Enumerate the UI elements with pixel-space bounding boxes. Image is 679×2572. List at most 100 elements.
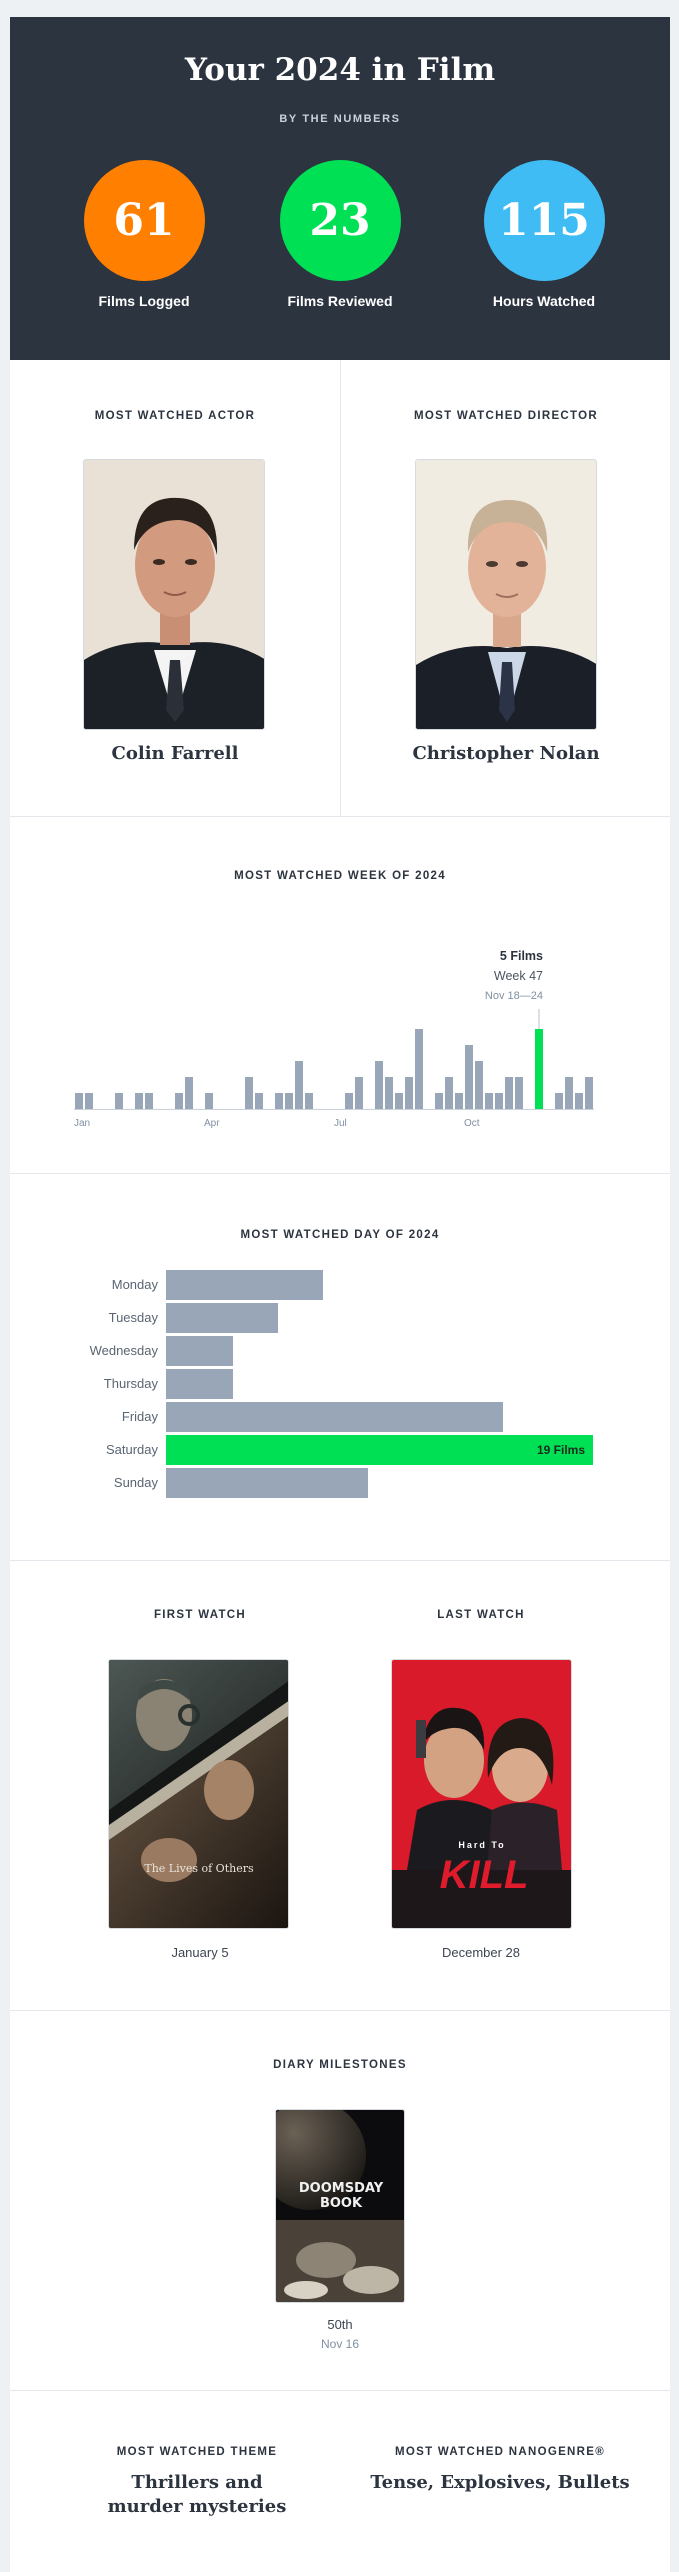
stat-films-reviewed: 23 Films Reviewed <box>260 160 420 309</box>
week-bar[interactable] <box>515 1077 523 1109</box>
hours-watched-label: Hours Watched <box>492 293 596 309</box>
first-watch: FIRST WATCH <box>35 1561 365 2011</box>
day-bar[interactable] <box>166 1369 234 1399</box>
week-bar[interactable] <box>405 1077 413 1109</box>
week-bar[interactable] <box>175 1093 183 1109</box>
week-bar[interactable] <box>285 1093 293 1109</box>
week-bar[interactable] <box>475 1061 483 1109</box>
day-bar[interactable] <box>166 1336 234 1366</box>
hero-section: Your 2024 in Film BY THE NUMBERS 61 Film… <box>10 17 670 360</box>
tooltip-week: Week 47 <box>494 969 543 983</box>
year-in-review-page: Your 2024 in Film BY THE NUMBERS 61 Film… <box>10 17 670 2572</box>
week-bar[interactable] <box>575 1093 583 1109</box>
stat-films-logged: 61 Films Logged <box>64 160 224 309</box>
most-watched-actor: MOST WATCHED ACTOR Colin Farrell <box>10 360 340 816</box>
milestone-poster[interactable]: DOOMSDAY BOOK <box>275 2109 405 2303</box>
first-watch-poster[interactable]: The Lives of Others <box>108 1659 289 1929</box>
actor-heading: MOST WATCHED ACTOR <box>94 410 256 422</box>
week-bar[interactable] <box>135 1093 143 1109</box>
day-bar-value: 19 Films <box>536 1443 585 1457</box>
week-bar[interactable] <box>585 1077 593 1109</box>
week-bar[interactable] <box>145 1093 153 1109</box>
last-watch-heading: LAST WATCH <box>437 1609 525 1621</box>
last-watch: LAST WATCH Hard To KILL December 28 <box>316 1561 646 2011</box>
week-bar[interactable] <box>355 1077 363 1109</box>
week-bar[interactable] <box>415 1029 423 1109</box>
week-bar[interactable] <box>255 1093 263 1109</box>
week-bar[interactable] <box>555 1093 563 1109</box>
day-label: Sunday <box>113 1475 158 1490</box>
column-divider <box>340 360 341 816</box>
director-photo[interactable] <box>415 459 597 730</box>
last-watch-poster[interactable]: Hard To KILL <box>391 1659 572 1929</box>
week-bar[interactable] <box>275 1093 283 1109</box>
actor-name[interactable]: Colin Farrell <box>111 743 239 764</box>
theme-value[interactable]: Thrillers and murder mysteries <box>32 2471 362 2519</box>
milestones-heading: DIARY MILESTONES <box>273 2059 407 2071</box>
week-bar[interactable] <box>505 1077 513 1109</box>
films-logged-label: Films Logged <box>98 293 190 309</box>
hard-to-kill-title-top: Hard To <box>458 1840 505 1850</box>
films-reviewed-label: Films Reviewed <box>287 293 393 309</box>
week-bar[interactable] <box>465 1045 473 1109</box>
diary-milestones-section: DIARY MILESTONES DOOMSDAY BOOK 50th Nov … <box>10 2011 670 2391</box>
day-bar[interactable] <box>166 1303 279 1333</box>
first-watch-date: January 5 <box>171 1945 229 1960</box>
day-heading: MOST WATCHED DAY OF 2024 <box>240 1229 440 1241</box>
week-bar[interactable] <box>445 1077 453 1109</box>
week-bar[interactable] <box>485 1093 493 1109</box>
first-last-watch-section: FIRST WATCH <box>10 1561 670 2011</box>
nanogenre-value[interactable]: Tense, Explosives, Bullets <box>370 2472 630 2493</box>
week-heading: MOST WATCHED WEEK OF 2024 <box>234 870 446 882</box>
day-bar[interactable] <box>166 1270 324 1300</box>
week-bar[interactable] <box>85 1093 93 1109</box>
day-label: Monday <box>111 1277 158 1292</box>
day-row: Saturday 19 Films <box>10 1435 670 1465</box>
week-bar[interactable] <box>75 1093 83 1109</box>
week-bar[interactable] <box>455 1093 463 1109</box>
actor-photo[interactable] <box>83 459 265 730</box>
stat-hours-watched: 115 Hours Watched <box>464 160 624 309</box>
doomsday-book-poster-image: DOOMSDAY BOOK <box>276 2110 404 2302</box>
hard-to-kill-poster-image: Hard To KILL <box>392 1660 571 1928</box>
week-bar[interactable] <box>495 1093 503 1109</box>
day-bar[interactable]: 19 Films <box>166 1435 593 1465</box>
lives-of-others-poster-image: The Lives of Others <box>109 1660 288 1928</box>
tooltip-films: 5 Films <box>500 949 543 963</box>
week-bar[interactable] <box>345 1093 353 1109</box>
week-bar[interactable] <box>435 1093 443 1109</box>
week-bar[interactable] <box>565 1077 573 1109</box>
tooltip-range: Nov 18—24 <box>485 990 543 1002</box>
week-bar[interactable] <box>185 1077 193 1109</box>
week-bar[interactable] <box>385 1077 393 1109</box>
milestone-ordinal: 50th <box>327 2317 353 2332</box>
week-bar[interactable] <box>305 1093 313 1109</box>
director-portrait-image <box>416 460 596 729</box>
week-bar[interactable] <box>245 1077 253 1109</box>
week-tick-label: Apr <box>204 1118 220 1129</box>
themes-section: MOST WATCHED THEME Thrillers and murder … <box>10 2391 670 2572</box>
nanogenre-heading: MOST WATCHED NANOGENRE® <box>394 2446 606 2458</box>
day-label: Thursday <box>103 1376 158 1391</box>
day-label: Wednesday <box>89 1343 158 1358</box>
week-bar[interactable] <box>395 1093 403 1109</box>
week-bar[interactable] <box>115 1093 123 1109</box>
day-bar[interactable] <box>166 1468 369 1498</box>
director-name[interactable]: Christopher Nolan <box>412 743 600 764</box>
week-bar[interactable] <box>295 1061 303 1109</box>
week-bar[interactable] <box>375 1061 383 1109</box>
doomsday-title-line2: BOOK <box>320 2196 363 2211</box>
actor-portrait-image <box>84 460 264 729</box>
day-row: Thursday <box>10 1369 670 1399</box>
week-bar[interactable] <box>205 1093 213 1109</box>
first-watch-heading: FIRST WATCH <box>153 1609 247 1621</box>
day-row: Tuesday <box>10 1303 670 1333</box>
lives-of-others-poster-title: The Lives of Others <box>144 1862 254 1875</box>
week-bar[interactable] <box>535 1029 543 1109</box>
films-logged-value: 61 <box>83 160 205 281</box>
day-bar[interactable] <box>166 1402 504 1432</box>
director-heading: MOST WATCHED DIRECTOR <box>413 410 599 422</box>
day-row: Sunday <box>10 1468 670 1498</box>
hours-watched-value: 115 <box>483 160 605 281</box>
week-tick-label: Jul <box>334 1118 347 1129</box>
